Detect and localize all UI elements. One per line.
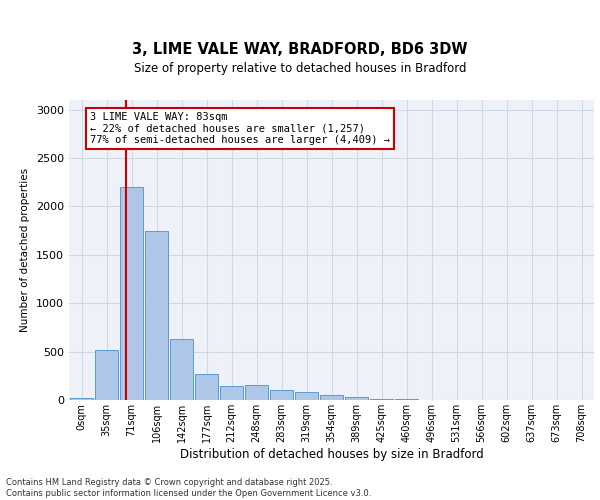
Bar — [70, 398, 94, 400]
Text: Size of property relative to detached houses in Bradford: Size of property relative to detached ho… — [134, 62, 466, 75]
Bar — [245, 386, 268, 400]
Bar — [395, 399, 418, 400]
Bar — [170, 339, 193, 400]
Y-axis label: Number of detached properties: Number of detached properties — [20, 168, 31, 332]
Bar — [269, 390, 293, 400]
Bar — [95, 350, 118, 400]
Bar — [119, 187, 143, 400]
Bar — [145, 230, 169, 400]
Bar — [344, 397, 368, 400]
X-axis label: Distribution of detached houses by size in Bradford: Distribution of detached houses by size … — [179, 448, 484, 460]
Text: 3 LIME VALE WAY: 83sqm
← 22% of detached houses are smaller (1,257)
77% of semi-: 3 LIME VALE WAY: 83sqm ← 22% of detached… — [90, 112, 390, 145]
Text: 3, LIME VALE WAY, BRADFORD, BD6 3DW: 3, LIME VALE WAY, BRADFORD, BD6 3DW — [132, 42, 468, 58]
Bar — [220, 386, 244, 400]
Bar — [194, 374, 218, 400]
Text: Contains HM Land Registry data © Crown copyright and database right 2025.
Contai: Contains HM Land Registry data © Crown c… — [6, 478, 371, 498]
Bar — [320, 394, 343, 400]
Bar — [370, 398, 394, 400]
Bar — [295, 392, 319, 400]
